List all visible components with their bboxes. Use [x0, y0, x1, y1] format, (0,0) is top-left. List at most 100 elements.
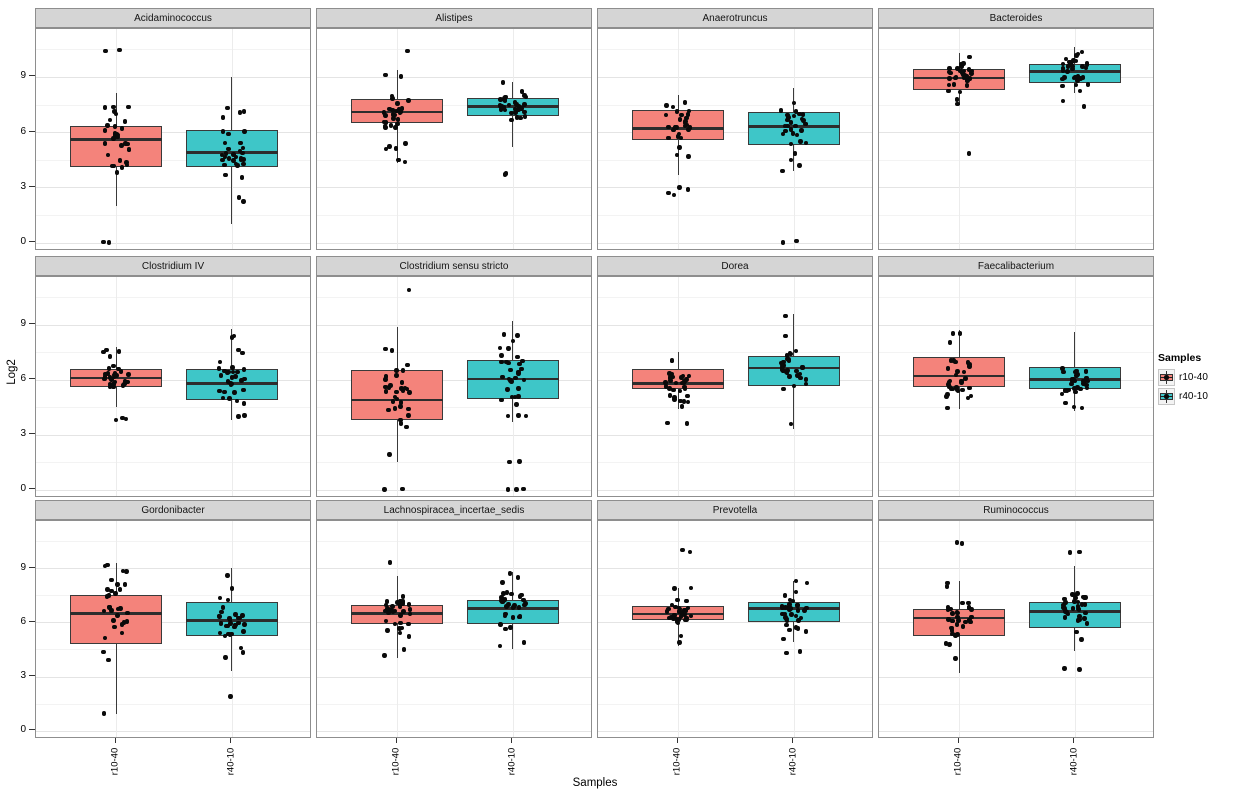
jitter-point — [946, 82, 952, 88]
jitter-point — [238, 645, 244, 651]
jitter-point — [499, 359, 504, 365]
jitter-point — [119, 630, 125, 636]
jitter-point — [383, 346, 388, 352]
jitter-point — [953, 656, 958, 661]
jitter-point — [794, 132, 800, 137]
jitter-point — [399, 386, 404, 391]
jitter-point — [500, 80, 506, 85]
jitter-point — [225, 105, 230, 111]
jitter-point — [795, 626, 801, 631]
jitter-point — [242, 376, 247, 382]
jitter-point — [395, 101, 400, 106]
jitter-point — [220, 129, 226, 134]
jitter-point — [780, 168, 785, 174]
jitter-point — [676, 609, 682, 614]
jitter-point — [800, 365, 805, 371]
jitter-point — [238, 156, 244, 161]
jitter-point — [382, 123, 388, 129]
jitter-point — [217, 359, 223, 365]
jitter-point — [960, 600, 965, 606]
jitter-point — [387, 106, 392, 112]
jitter-point — [664, 609, 670, 614]
jitter-point — [1077, 549, 1082, 554]
minor-gridline — [36, 462, 310, 464]
jitter-point — [121, 620, 127, 625]
minor-gridline — [879, 407, 1153, 409]
jitter-point — [400, 486, 405, 492]
jitter-point — [664, 103, 669, 108]
jitter-point — [514, 102, 519, 107]
jitter-point — [102, 376, 107, 382]
y-tick-mark — [29, 729, 35, 731]
jitter-point — [1073, 595, 1078, 601]
jitter-point — [240, 150, 245, 156]
jitter-point — [240, 145, 246, 151]
jitter-point — [792, 151, 798, 156]
vertical-gridline — [512, 521, 514, 737]
jitter-point — [950, 611, 955, 616]
jitter-point — [105, 562, 110, 568]
jitter-point — [788, 120, 794, 125]
jitter-point — [106, 240, 112, 245]
jitter-point — [503, 94, 508, 100]
jitter-point — [675, 597, 680, 603]
median-line — [913, 76, 1006, 80]
y-tick-mark — [29, 620, 35, 622]
jitter-point — [687, 125, 693, 130]
y-tick-label: 9 — [20, 561, 26, 573]
jitter-point — [115, 582, 120, 587]
major-gridline — [317, 187, 591, 189]
jitter-point — [111, 384, 116, 390]
jitter-point — [102, 105, 108, 110]
jitter-point — [967, 385, 972, 390]
jitter-point — [677, 117, 683, 122]
jitter-point — [389, 348, 394, 353]
major-gridline — [317, 676, 591, 678]
jitter-point — [793, 589, 799, 595]
jitter-point — [791, 113, 797, 119]
minor-gridline — [598, 159, 872, 161]
jitter-point — [681, 399, 687, 404]
facet-strip-ruminococcus: Ruminococcus — [878, 500, 1154, 520]
box-r10-40 — [351, 605, 444, 625]
jitter-point — [798, 139, 803, 144]
median-line — [351, 612, 444, 615]
y-axis-title: Log2 — [6, 359, 18, 385]
key-point-icon — [1164, 375, 1169, 380]
jitter-point — [519, 89, 525, 94]
jitter-point — [947, 384, 952, 390]
jitter-point — [666, 190, 671, 196]
jitter-point — [220, 605, 226, 610]
minor-gridline — [317, 352, 591, 354]
jitter-point — [954, 622, 960, 627]
jitter-point — [947, 378, 953, 384]
jitter-point — [117, 47, 122, 53]
x-tick-mark — [792, 738, 794, 743]
jitter-point — [407, 611, 413, 617]
jitter-point — [394, 389, 399, 395]
jitter-point — [944, 394, 949, 399]
jitter-point — [126, 104, 131, 110]
box-r40-10 — [1028, 601, 1121, 628]
jitter-point — [383, 374, 389, 379]
jitter-point — [678, 398, 683, 404]
y-tick-mark — [29, 323, 35, 325]
jitter-point — [392, 112, 397, 118]
jitter-point — [126, 372, 131, 377]
jitter-point — [1067, 550, 1073, 555]
jitter-point — [406, 406, 411, 412]
jitter-point — [123, 141, 128, 146]
jitter-point — [682, 386, 688, 392]
minor-gridline — [317, 104, 591, 106]
jitter-point — [1071, 75, 1077, 81]
legend-entry-label: r10-40 — [1179, 372, 1208, 383]
jitter-point — [795, 602, 800, 608]
x-tick-mark — [511, 738, 513, 743]
jitter-point — [960, 387, 965, 393]
jitter-point — [516, 413, 521, 418]
jitter-point — [1075, 78, 1080, 83]
jitter-point — [667, 393, 673, 398]
jitter-point — [943, 641, 949, 646]
jitter-point — [782, 123, 788, 129]
minor-gridline — [598, 297, 872, 299]
